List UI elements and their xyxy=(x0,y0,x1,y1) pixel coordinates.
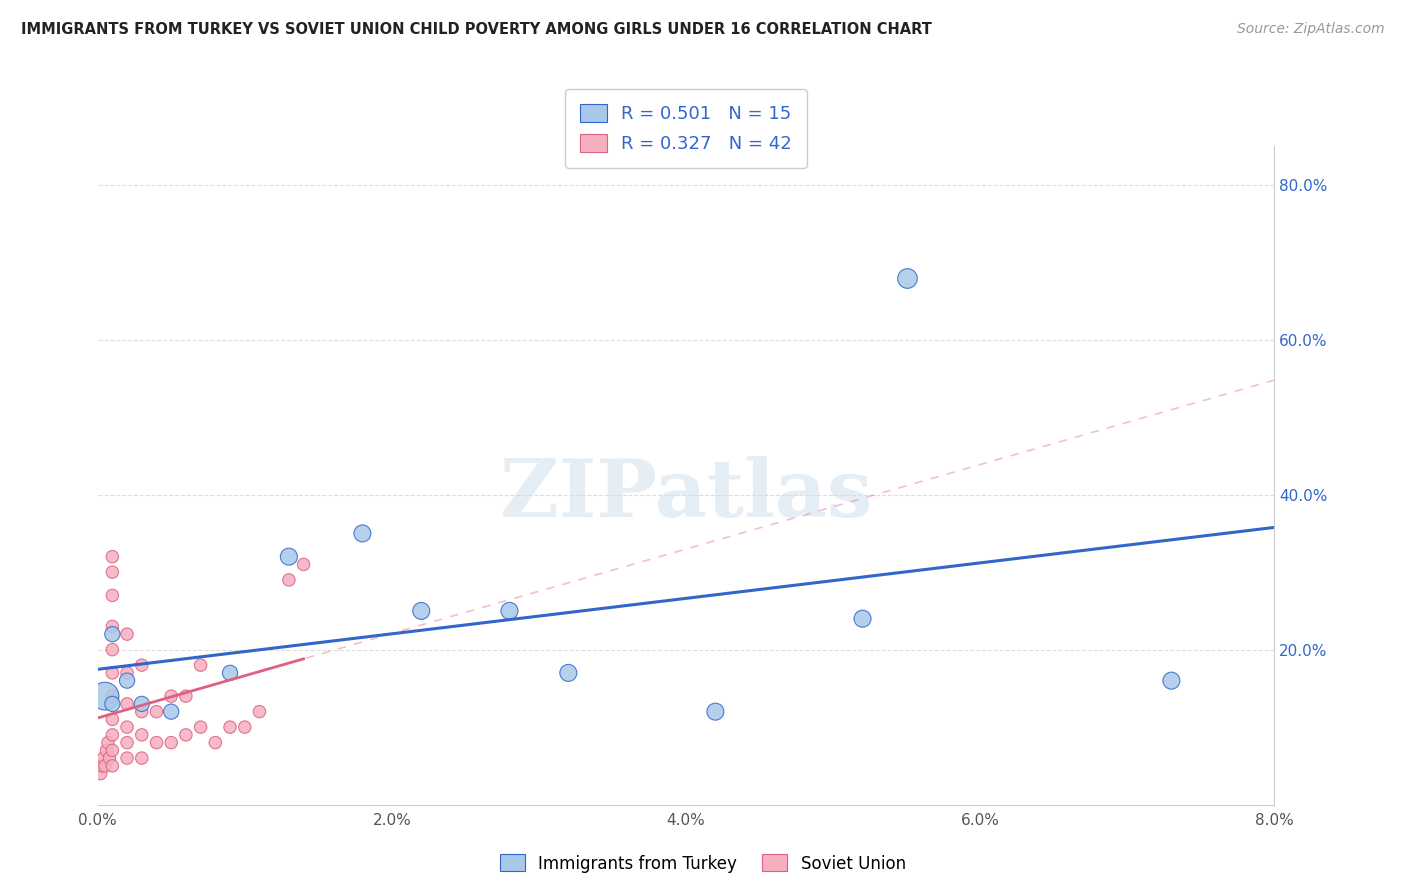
Point xyxy=(101,743,124,757)
Legend: R = 0.501   N = 15, R = 0.327   N = 42: R = 0.501 N = 15, R = 0.327 N = 42 xyxy=(565,89,807,168)
Point xyxy=(115,627,138,641)
Point xyxy=(145,705,167,719)
Point xyxy=(115,673,138,688)
Point xyxy=(115,720,138,734)
Point xyxy=(101,627,124,641)
Point xyxy=(101,588,124,602)
Point xyxy=(101,712,124,726)
Point xyxy=(160,689,183,703)
Point xyxy=(704,705,727,719)
Point xyxy=(131,728,153,742)
Point xyxy=(90,766,112,780)
Point xyxy=(115,751,138,765)
Point xyxy=(97,736,120,750)
Text: IMMIGRANTS FROM TURKEY VS SOVIET UNION CHILD POVERTY AMONG GIRLS UNDER 16 CORREL: IMMIGRANTS FROM TURKEY VS SOVIET UNION C… xyxy=(21,22,932,37)
Point xyxy=(131,697,153,711)
Point xyxy=(219,720,242,734)
Point xyxy=(160,736,183,750)
Point xyxy=(94,759,117,773)
Point xyxy=(94,689,117,703)
Point xyxy=(101,565,124,579)
Point xyxy=(292,558,315,572)
Point xyxy=(174,689,197,703)
Point xyxy=(896,270,918,285)
Point xyxy=(249,705,271,719)
Point xyxy=(277,573,299,587)
Text: Source: ZipAtlas.com: Source: ZipAtlas.com xyxy=(1237,22,1385,37)
Point xyxy=(101,665,124,680)
Point xyxy=(91,759,114,773)
Point xyxy=(101,759,124,773)
Point xyxy=(98,751,121,765)
Point xyxy=(557,665,579,680)
Point xyxy=(1160,673,1182,688)
Point xyxy=(219,665,242,680)
Legend: Immigrants from Turkey, Soviet Union: Immigrants from Turkey, Soviet Union xyxy=(494,847,912,880)
Point xyxy=(101,728,124,742)
Point xyxy=(174,728,197,742)
Point xyxy=(96,743,118,757)
Point xyxy=(115,736,138,750)
Point xyxy=(190,720,212,734)
Point xyxy=(145,736,167,750)
Point xyxy=(190,658,212,673)
Point xyxy=(131,658,153,673)
Point xyxy=(352,526,374,541)
Point xyxy=(101,642,124,657)
Point xyxy=(101,689,124,703)
Point xyxy=(233,720,256,734)
Point xyxy=(101,549,124,564)
Point xyxy=(101,619,124,633)
Point xyxy=(277,549,299,564)
Point xyxy=(115,697,138,711)
Point xyxy=(411,604,433,618)
Text: ZIPatlas: ZIPatlas xyxy=(501,456,872,534)
Point xyxy=(160,705,183,719)
Point xyxy=(851,612,873,626)
Point xyxy=(115,665,138,680)
Point xyxy=(498,604,520,618)
Point xyxy=(93,751,115,765)
Point xyxy=(131,751,153,765)
Point xyxy=(204,736,226,750)
Point xyxy=(101,697,124,711)
Point xyxy=(131,705,153,719)
